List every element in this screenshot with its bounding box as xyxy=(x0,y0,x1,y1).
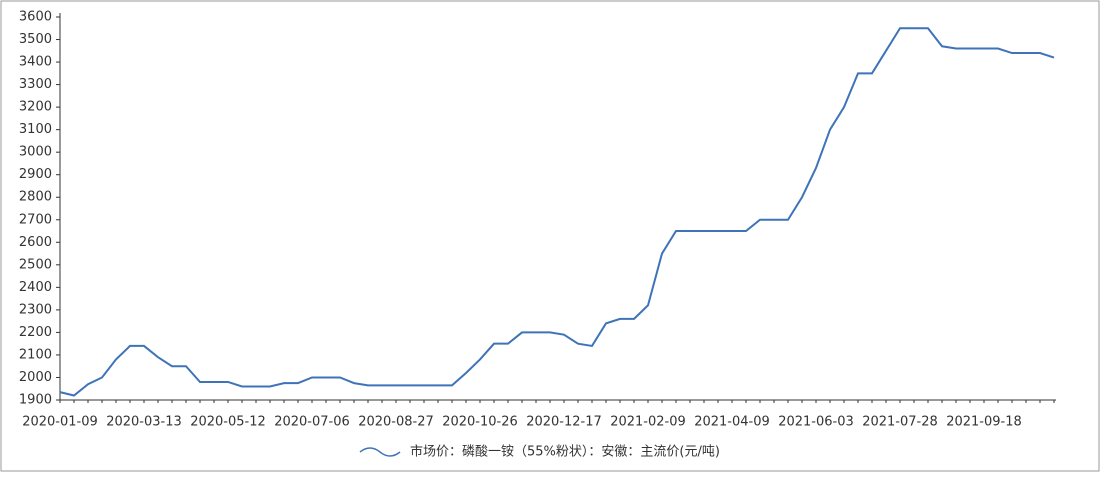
x-tick-label: 2020-08-27 xyxy=(358,415,434,430)
y-tick-label: 2000 xyxy=(19,370,52,385)
y-tick-label: 3300 xyxy=(19,77,52,92)
y-tick-label: 3500 xyxy=(19,32,52,47)
y-tick-label: 2300 xyxy=(19,302,52,317)
x-tick-label: 2020-05-12 xyxy=(190,415,266,430)
y-tick-label: 2600 xyxy=(19,235,52,250)
x-tick-label: 2020-03-13 xyxy=(106,415,182,430)
x-tick-label: 2021-02-09 xyxy=(610,415,686,430)
y-tick-label: 3000 xyxy=(19,145,52,160)
y-tick-label: 3100 xyxy=(19,122,52,137)
y-tick-label: 3600 xyxy=(19,10,52,25)
y-tick-label: 3400 xyxy=(19,55,52,70)
y-tick-label: 1900 xyxy=(19,393,52,408)
y-tick-label: 2400 xyxy=(19,280,52,295)
x-tick-label: 2020-10-26 xyxy=(442,415,518,430)
legend-label: 市场价：磷酸一铵（55%粉状）：安徽：主流价(元/吨) xyxy=(410,444,720,460)
x-tick-label: 2020-07-06 xyxy=(274,415,350,430)
frame xyxy=(0,0,1100,472)
y-tick-label: 2200 xyxy=(19,325,52,340)
x-tick-label: 2021-04-09 xyxy=(694,415,770,430)
x-tick-label: 2021-07-28 xyxy=(862,415,938,430)
y-tick-label: 2700 xyxy=(19,212,52,227)
x-tick-label: 2020-12-17 xyxy=(526,415,602,430)
x-tick-label: 2021-06-03 xyxy=(778,415,854,430)
x-tick-label: 2020-01-09 xyxy=(22,415,98,430)
y-tick-label: 2500 xyxy=(19,257,52,272)
x-tick-label: 2021-09-18 xyxy=(946,415,1022,430)
legend-icon xyxy=(359,447,401,457)
y-tick-label: 2100 xyxy=(19,347,52,362)
line-series xyxy=(59,27,1055,397)
y-tick-label: 2900 xyxy=(19,167,52,182)
y-tick-label: 3200 xyxy=(19,100,52,115)
y-tick-label: 2800 xyxy=(19,190,52,205)
